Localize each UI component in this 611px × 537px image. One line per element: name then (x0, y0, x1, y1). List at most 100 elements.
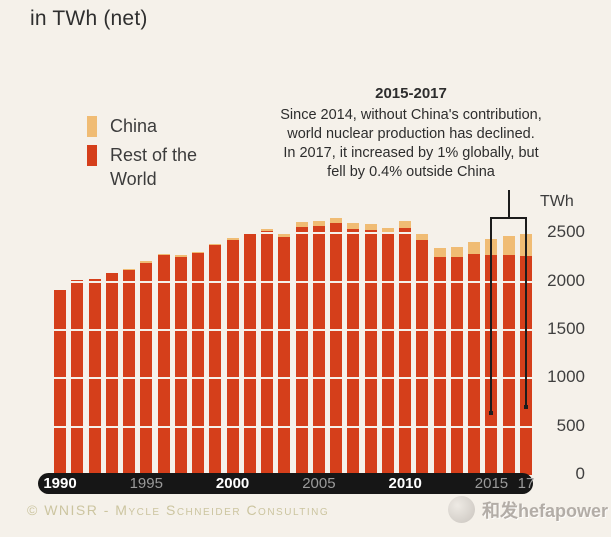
bar-segment-rest-of-world (174, 256, 187, 475)
bracket-right-tick (525, 217, 527, 407)
bar-segment-rest-of-world (105, 273, 118, 475)
annotation-heading: 2015-2017 (375, 85, 447, 102)
annotation-body: Since 2014, without China's contribution… (250, 106, 572, 182)
bar-2014 (468, 242, 480, 475)
bar-segment-china (468, 242, 480, 254)
bar-segment-rest-of-world (502, 254, 515, 475)
legend-label: China (110, 116, 158, 136)
legend-item-rest-of-the-world: Rest of the World (87, 143, 202, 191)
bar-segment-china (502, 235, 515, 255)
bar-2003 (278, 232, 291, 475)
bracket-horizontal (490, 217, 527, 219)
bar-segment-china (433, 248, 446, 258)
y-tick-1500: 1500 (547, 318, 585, 338)
bar-2006 (330, 217, 342, 475)
bar-segment-china (278, 232, 291, 237)
bar-segment-china (192, 251, 204, 253)
bar-segment-rest-of-world (261, 231, 273, 475)
bar-2007 (347, 222, 360, 475)
bar-1992 (88, 279, 101, 475)
bar-2005 (312, 221, 325, 475)
bar-segment-rest-of-world (433, 257, 446, 475)
bar-1998 (192, 251, 204, 475)
bar-2012 (433, 248, 446, 475)
bar-segment-china (330, 217, 342, 223)
y-axis: 0 500 1000 1500 2000 2500 (533, 213, 585, 483)
annotation-line: In 2017, it increased by 1% globally, bu… (283, 145, 539, 161)
bar-segment-china (261, 228, 273, 232)
x-tick-2010: 2010 (388, 475, 422, 492)
bar-2002 (261, 228, 273, 475)
bar-2010 (399, 220, 411, 475)
watermark-text: 和发hefapower (482, 500, 609, 521)
bar-segment-rest-of-world (88, 279, 101, 475)
bracket-stem (507, 190, 510, 219)
bar-segment-rest-of-world (347, 228, 360, 475)
y-tick-1000: 1000 (547, 367, 585, 387)
bar-2000 (226, 238, 239, 475)
x-tick-2000: 2000 (215, 475, 250, 492)
bar-1991 (71, 280, 84, 475)
bar-segment-rest-of-world (295, 226, 308, 475)
annotation-line: Since 2014, without China's contribution… (280, 107, 542, 123)
y-tick-0: 0 (575, 464, 585, 483)
y-tick-2000: 2000 (547, 270, 585, 290)
bar-2008 (364, 223, 377, 475)
x-tick-2015: 2015 (474, 475, 509, 492)
annotation-line: world nuclear production has declined. (287, 126, 535, 142)
bar-plot-area (54, 213, 532, 475)
bar-segment-china (174, 255, 187, 257)
bar-segment-china (123, 269, 135, 271)
bar-segment-rest-of-world (416, 239, 429, 475)
x-tick-2005: 2005 (302, 475, 336, 492)
x-tick-1995: 1995 (129, 475, 163, 492)
y-tick-500: 500 (556, 415, 585, 435)
legend-item-china: China (87, 114, 202, 138)
bar-segment-rest-of-world (71, 280, 84, 475)
bar-segment-china (450, 246, 463, 258)
bar-segment-rest-of-world (312, 225, 325, 475)
bar-1994 (123, 269, 135, 475)
chart-title: in TWh (net) (30, 7, 148, 30)
legend: China Rest of the World (87, 114, 202, 196)
bar-segment-rest-of-world (54, 290, 66, 475)
bar-2011 (416, 231, 429, 475)
legend-swatch (87, 116, 97, 137)
bar-segment-china (416, 231, 429, 240)
bar-1995 (140, 261, 153, 475)
bar-segment-rest-of-world (330, 222, 342, 475)
bar-segment-china (295, 222, 308, 227)
bar-segment-china (226, 238, 239, 240)
watermark-logo-icon (448, 496, 475, 523)
watermark: 和发hefapower (448, 496, 608, 523)
bar-segment-rest-of-world (123, 270, 135, 475)
bar-segment-rest-of-world (468, 254, 480, 475)
bar-segment-rest-of-world (278, 236, 291, 475)
bar-2001 (243, 231, 256, 475)
bar-segment-rest-of-world (157, 254, 170, 475)
bar-segment-rest-of-world (399, 227, 411, 475)
annotation: 2015-2017 Since 2014, without China's co… (250, 85, 572, 182)
bar-segment-rest-of-world (140, 262, 153, 475)
bar-segment-china (312, 221, 325, 226)
bar-segment-china (399, 220, 411, 228)
bar-segment-china (364, 223, 377, 230)
bar-2009 (381, 227, 394, 475)
bar-segment-china (140, 261, 153, 263)
bar-segment-rest-of-world (243, 233, 256, 475)
bar-2013 (450, 246, 463, 475)
bracket-left-tick (490, 217, 493, 413)
bar-1996 (157, 253, 170, 475)
bracket-right-dot (524, 405, 528, 409)
bar-segment-rest-of-world (381, 234, 394, 475)
bar-1990 (54, 290, 66, 475)
bar-segment-rest-of-world (450, 257, 463, 475)
y-tick-2500: 2500 (547, 222, 585, 242)
bar-1997 (174, 255, 187, 475)
copyright-footer: © WNISR - Mycle Schneider Consulting (27, 502, 330, 518)
bar-segment-rest-of-world (209, 245, 222, 475)
bar-segment-rest-of-world (192, 252, 204, 475)
legend-label: Rest of the World (110, 145, 198, 189)
bar-2004 (295, 222, 308, 475)
